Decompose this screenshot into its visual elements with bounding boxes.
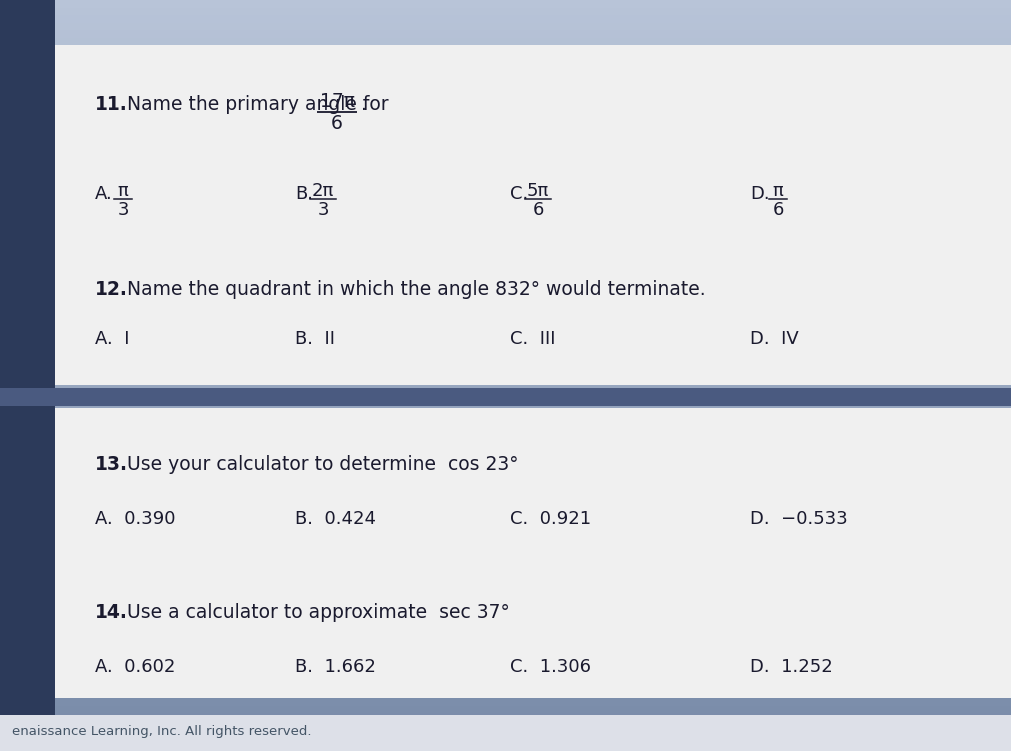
FancyBboxPatch shape — [0, 638, 1011, 647]
Text: π: π — [772, 182, 784, 200]
FancyBboxPatch shape — [0, 466, 1011, 474]
FancyBboxPatch shape — [0, 503, 1011, 511]
FancyBboxPatch shape — [0, 421, 1011, 429]
FancyBboxPatch shape — [0, 8, 1011, 16]
FancyBboxPatch shape — [0, 541, 1011, 549]
FancyBboxPatch shape — [55, 408, 1011, 698]
FancyBboxPatch shape — [0, 736, 1011, 744]
Text: D.  1.252: D. 1.252 — [750, 658, 833, 676]
FancyBboxPatch shape — [0, 691, 1011, 699]
FancyBboxPatch shape — [0, 23, 1011, 31]
FancyBboxPatch shape — [0, 128, 1011, 136]
FancyBboxPatch shape — [0, 571, 1011, 579]
Text: 3: 3 — [317, 201, 329, 219]
FancyBboxPatch shape — [0, 683, 1011, 692]
FancyBboxPatch shape — [0, 646, 1011, 654]
Text: B.  1.662: B. 1.662 — [295, 658, 376, 676]
FancyBboxPatch shape — [0, 676, 1011, 684]
FancyBboxPatch shape — [0, 728, 1011, 737]
Text: π: π — [117, 182, 128, 200]
FancyBboxPatch shape — [0, 413, 1011, 421]
Text: A.: A. — [95, 185, 113, 203]
FancyBboxPatch shape — [0, 180, 1011, 189]
Text: C.  1.306: C. 1.306 — [510, 658, 591, 676]
FancyBboxPatch shape — [0, 323, 1011, 331]
Text: 6: 6 — [331, 114, 343, 133]
FancyBboxPatch shape — [0, 308, 1011, 316]
FancyBboxPatch shape — [0, 188, 1011, 196]
FancyBboxPatch shape — [0, 398, 1011, 406]
FancyBboxPatch shape — [0, 345, 1011, 354]
FancyBboxPatch shape — [0, 743, 1011, 751]
FancyBboxPatch shape — [0, 255, 1011, 264]
FancyBboxPatch shape — [0, 353, 1011, 361]
FancyBboxPatch shape — [0, 443, 1011, 451]
Text: A.  0.602: A. 0.602 — [95, 658, 175, 676]
FancyBboxPatch shape — [0, 210, 1011, 219]
FancyBboxPatch shape — [0, 15, 1011, 23]
FancyBboxPatch shape — [0, 53, 1011, 61]
FancyBboxPatch shape — [0, 563, 1011, 572]
Text: Use a calculator to approximate  sec 37°: Use a calculator to approximate sec 37° — [127, 603, 510, 622]
FancyBboxPatch shape — [0, 713, 1011, 722]
FancyBboxPatch shape — [0, 511, 1011, 519]
FancyBboxPatch shape — [0, 45, 1011, 53]
Text: C.: C. — [510, 185, 529, 203]
FancyBboxPatch shape — [0, 135, 1011, 143]
FancyBboxPatch shape — [0, 0, 55, 751]
FancyBboxPatch shape — [0, 75, 1011, 83]
FancyBboxPatch shape — [0, 225, 1011, 234]
FancyBboxPatch shape — [0, 376, 1011, 384]
FancyBboxPatch shape — [0, 451, 1011, 459]
FancyBboxPatch shape — [0, 240, 1011, 249]
Text: A.  0.390: A. 0.390 — [95, 510, 176, 528]
FancyBboxPatch shape — [0, 668, 1011, 677]
FancyBboxPatch shape — [0, 83, 1011, 91]
FancyBboxPatch shape — [0, 293, 1011, 301]
FancyBboxPatch shape — [0, 60, 1011, 68]
Text: Name the primary angle for: Name the primary angle for — [127, 95, 394, 114]
FancyBboxPatch shape — [0, 105, 1011, 113]
FancyBboxPatch shape — [0, 143, 1011, 151]
Text: 12.: 12. — [95, 280, 127, 299]
FancyBboxPatch shape — [0, 458, 1011, 466]
FancyBboxPatch shape — [0, 248, 1011, 256]
FancyBboxPatch shape — [0, 548, 1011, 556]
FancyBboxPatch shape — [0, 315, 1011, 324]
FancyBboxPatch shape — [0, 218, 1011, 226]
FancyBboxPatch shape — [0, 578, 1011, 587]
FancyBboxPatch shape — [0, 533, 1011, 541]
Text: C.  III: C. III — [510, 330, 555, 348]
FancyBboxPatch shape — [0, 278, 1011, 286]
FancyBboxPatch shape — [0, 698, 1011, 707]
Text: 11.: 11. — [95, 95, 127, 114]
FancyBboxPatch shape — [0, 173, 1011, 181]
FancyBboxPatch shape — [0, 473, 1011, 481]
FancyBboxPatch shape — [0, 526, 1011, 534]
Text: 2π: 2π — [311, 182, 334, 200]
Text: Use your calculator to determine  cos 23°: Use your calculator to determine cos 23° — [127, 455, 519, 474]
Text: B.: B. — [295, 185, 313, 203]
FancyBboxPatch shape — [0, 68, 1011, 76]
FancyBboxPatch shape — [0, 488, 1011, 496]
FancyBboxPatch shape — [0, 383, 1011, 391]
FancyBboxPatch shape — [0, 388, 1011, 406]
FancyBboxPatch shape — [0, 158, 1011, 166]
FancyBboxPatch shape — [0, 616, 1011, 624]
FancyBboxPatch shape — [0, 300, 1011, 309]
Text: C.  0.921: C. 0.921 — [510, 510, 591, 528]
FancyBboxPatch shape — [0, 391, 1011, 399]
Text: .: . — [361, 95, 367, 114]
Text: 14.: 14. — [95, 603, 127, 622]
FancyBboxPatch shape — [0, 706, 1011, 714]
FancyBboxPatch shape — [0, 90, 1011, 98]
FancyBboxPatch shape — [0, 661, 1011, 669]
Text: D.  −0.533: D. −0.533 — [750, 510, 848, 528]
FancyBboxPatch shape — [0, 586, 1011, 594]
Text: A.  I: A. I — [95, 330, 129, 348]
Text: D.  IV: D. IV — [750, 330, 799, 348]
FancyBboxPatch shape — [0, 518, 1011, 526]
FancyBboxPatch shape — [0, 496, 1011, 504]
FancyBboxPatch shape — [0, 120, 1011, 128]
